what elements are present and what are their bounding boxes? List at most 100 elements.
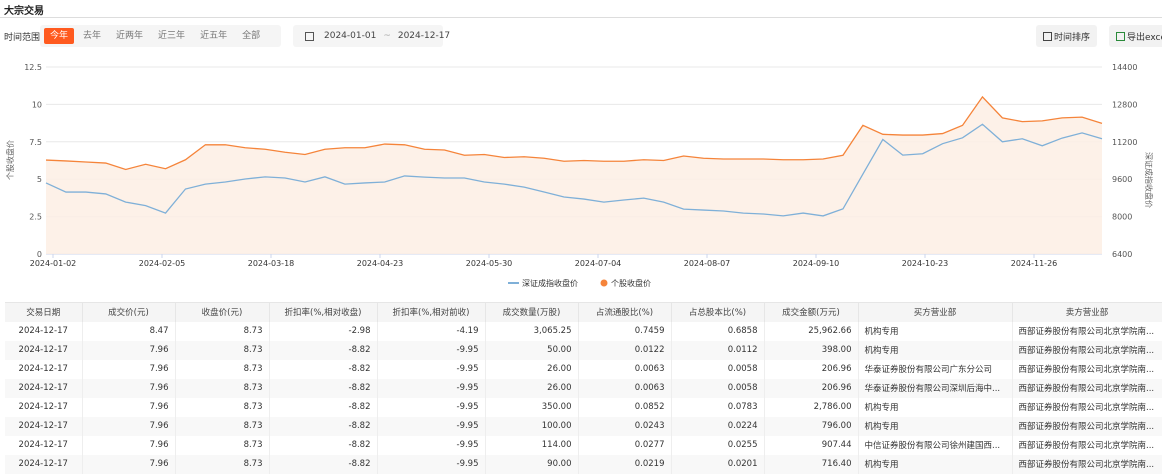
table-cell: 0.0852 — [578, 397, 672, 417]
y-right-label: 深证成指收盘价 — [1144, 152, 1154, 208]
legend-stock[interactable]: 个股收盘价 — [611, 278, 651, 288]
table-cell: 华泰证券股份有限公司深圳后海中... — [858, 378, 1013, 398]
column-header[interactable]: 折扣率(%,相对收盘) — [269, 302, 378, 322]
y-left-tick: 12.5 — [24, 63, 42, 72]
tab-1[interactable]: 去年 — [83, 31, 102, 41]
table-cell: 796.00 — [764, 416, 859, 436]
table-cell: 3,065.25 — [485, 321, 579, 341]
tab-2[interactable]: 近两年 — [116, 31, 144, 41]
column-header[interactable]: 折扣率(%,相对前收) — [377, 302, 486, 322]
tab-3[interactable]: 近三年 — [158, 31, 186, 41]
table-cell: 0.0255 — [671, 435, 765, 455]
y-right-tick: 8000 — [1112, 213, 1132, 222]
table-cell: 8.47 — [82, 321, 176, 341]
y-right-tick: 9600 — [1112, 175, 1132, 184]
y-left-label: 个股收盘价 — [5, 140, 15, 180]
table-cell: 2024-12-17 — [5, 378, 83, 398]
end-date[interactable]: 2024-12-17 — [397, 31, 451, 41]
table-cell: -9.95 — [377, 340, 486, 360]
table-cell: 0.0122 — [578, 340, 672, 360]
time-range-tabs: 今年 去年 近两年 近三年 近五年 全部 — [40, 25, 281, 47]
table-cell: 2024-12-17 — [5, 454, 83, 474]
column-header[interactable]: 卖方营业部 — [1012, 302, 1162, 322]
tab-5[interactable]: 全部 — [242, 31, 261, 41]
table-cell: 50.00 — [485, 340, 579, 360]
stock-area — [46, 96, 1102, 254]
table-cell: 机构专用 — [858, 454, 1013, 474]
table-cell: 0.0063 — [578, 378, 672, 398]
export-excel-button[interactable]: 导出excel — [1109, 25, 1162, 47]
start-date[interactable]: 2024-01-01 — [324, 31, 377, 41]
table-cell: 7.96 — [82, 454, 176, 474]
table-cell: 26.00 — [485, 359, 579, 379]
block-trade-table: 交易日期 成交价(元) 收盘价(元) 折扣率(%,相对收盘) 折扣率(%,相对前收) 成交… — [5, 302, 1162, 474]
table-cell: 西部证券股份有限公司北京学院南... — [1012, 340, 1162, 360]
table-cell: 7.96 — [82, 416, 176, 436]
table-row: 2024-12-17 7.96 8.73 -8.82 -9.95 350.00 0.0852… — [5, 397, 1162, 417]
column-header[interactable]: 买方营业部 — [858, 302, 1013, 322]
y-left-tick: 7.5 — [29, 138, 42, 147]
table-cell: 机构专用 — [858, 340, 1013, 360]
table-row: 2024-12-17 8.47 8.73 -2.98 -4.19 3,065.25 0.74… — [5, 321, 1162, 341]
calendar-icon — [305, 31, 314, 41]
table-cell: 7.96 — [82, 435, 176, 455]
table-cell: 西部证券股份有限公司北京学院南... — [1012, 378, 1162, 398]
table-cell: 0.0201 — [671, 454, 765, 474]
table-cell: 西部证券股份有限公司北京学院南... — [1012, 359, 1162, 379]
table-cell: 西部证券股份有限公司北京学院南... — [1012, 397, 1162, 417]
y-right-tick: 6400 — [1112, 250, 1132, 259]
table-cell: 7.96 — [82, 378, 176, 398]
legend-index[interactable]: 深证成指收盘价 — [522, 278, 578, 288]
table-cell: 机构专用 — [858, 321, 1013, 341]
table-cell: 7.96 — [82, 397, 176, 417]
column-header[interactable]: 占流通股比(%) — [578, 302, 672, 322]
time-sort-button[interactable]: 时间排序 — [1036, 25, 1098, 47]
column-header[interactable]: 成交数量(万股) — [485, 302, 579, 322]
time-sort-label: 时间排序 — [1054, 32, 1091, 43]
table-cell: 0.0277 — [578, 435, 672, 455]
price-chart: 0 6400 2.5 8000 5 9600 7.5 11200 10 12800 12.5 1440… — [5, 63, 1154, 288]
table-cell: 26.00 — [485, 378, 579, 398]
table-cell: 2024-12-17 — [5, 321, 83, 341]
table-cell: 8.73 — [175, 397, 270, 417]
table-cell: 7.96 — [82, 359, 176, 379]
table-cell: 206.96 — [764, 359, 859, 379]
column-header[interactable]: 成交价(元) — [82, 302, 176, 322]
tab-0[interactable]: 今年 — [44, 28, 75, 44]
stock-line — [45, 95, 1103, 171]
y-left-tick: 2.5 — [29, 213, 42, 222]
date-separator: ~ — [383, 31, 391, 41]
column-header[interactable]: 占总股本比(%) — [671, 302, 765, 322]
table-cell: 0.0243 — [578, 416, 672, 436]
column-header[interactable]: 成交金额(万元) — [764, 302, 859, 322]
x-tick: 2024-01-02 — [30, 259, 77, 268]
table-cell: 206.96 — [764, 378, 859, 398]
table-cell: 0.0783 — [671, 397, 765, 417]
x-tick: 2024-05-30 — [466, 259, 513, 268]
table-row: 2024-12-17 7.96 8.73 -8.82 -9.95 26.00 0.0063 0… — [5, 378, 1162, 398]
time-range-label: 时间范围 — [4, 33, 41, 43]
table-row: 2024-12-17 7.96 8.73 -8.82 -9.95 50.00 0.0122 0… — [5, 340, 1162, 360]
table-cell: 2024-12-17 — [5, 416, 83, 436]
table-cell: -8.82 — [269, 397, 378, 417]
date-range-picker[interactable]: 2024-01-01 ~ 2024-12-17 — [293, 25, 450, 47]
tab-4[interactable]: 近五年 — [200, 31, 228, 41]
table-cell: 8.73 — [175, 340, 270, 360]
table-cell: -8.82 — [269, 416, 378, 436]
x-tick: 2024-10-23 — [902, 259, 949, 268]
table-cell: -9.95 — [377, 454, 486, 474]
column-header[interactable]: 收盘价(元) — [175, 302, 270, 322]
table-cell: 0.0058 — [671, 359, 765, 379]
table-row: 2024-12-17 7.96 8.73 -8.82 -9.95 90.00 0.0219 0… — [5, 454, 1162, 474]
table-cell: 0.0219 — [578, 454, 672, 474]
table-cell: 114.00 — [485, 435, 579, 455]
x-tick: 2024-03-18 — [248, 259, 295, 268]
table-row: 2024-12-17 7.96 8.73 -8.82 -9.95 114.00 0.0277… — [5, 435, 1162, 455]
table-cell: -8.82 — [269, 435, 378, 455]
table-cell: 2024-12-17 — [5, 397, 83, 417]
column-header[interactable]: 交易日期 — [5, 302, 83, 322]
table-cell: 0.0058 — [671, 378, 765, 398]
x-tick: 2024-04-23 — [357, 259, 404, 268]
y-right-tick: 12800 — [1112, 100, 1137, 109]
y-left-tick: 5 — [37, 175, 42, 184]
